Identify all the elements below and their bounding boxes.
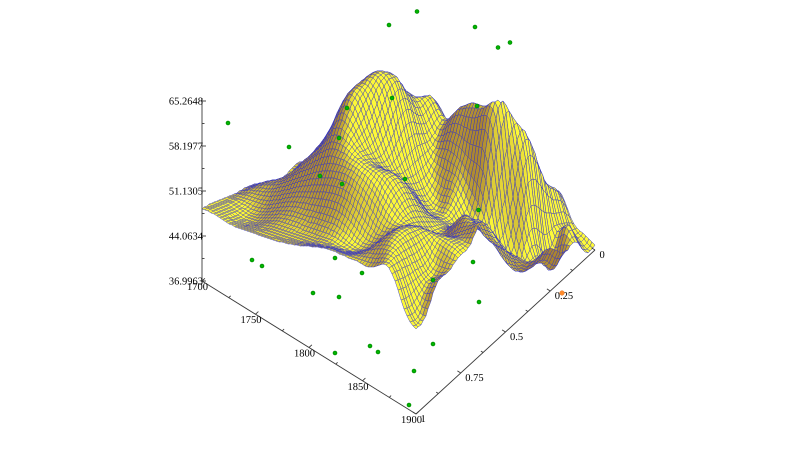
svg-text:0: 0 <box>600 250 605 261</box>
svg-text:51.1305: 51.1305 <box>169 187 203 198</box>
svg-text:1700: 1700 <box>187 282 208 293</box>
svg-text:0.75: 0.75 <box>465 373 483 384</box>
svg-text:0.5: 0.5 <box>510 332 523 343</box>
svg-text:1750: 1750 <box>241 315 262 326</box>
svg-text:36.9963: 36.9963 <box>169 277 203 288</box>
svg-text:44.0634: 44.0634 <box>169 232 204 243</box>
svg-text:0.25: 0.25 <box>555 291 573 302</box>
svg-text:1850: 1850 <box>348 382 369 393</box>
svg-text:1900: 1900 <box>401 415 422 426</box>
svg-text:58.1977: 58.1977 <box>169 142 203 153</box>
svg-text:65.2648: 65.2648 <box>169 97 203 108</box>
svg-text:1: 1 <box>421 414 426 425</box>
svg-text:1800: 1800 <box>294 349 315 360</box>
